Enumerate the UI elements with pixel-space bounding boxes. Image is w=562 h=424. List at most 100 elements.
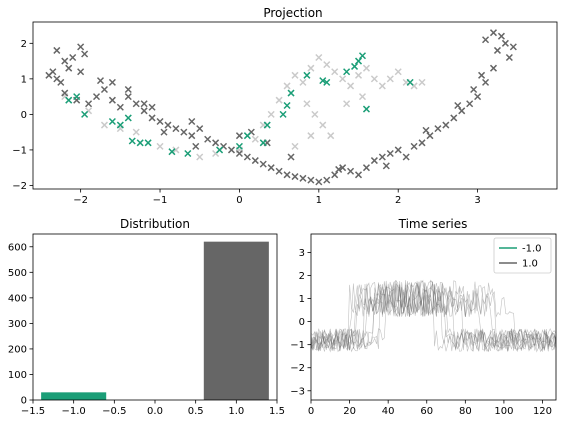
scatter-point — [323, 78, 331, 86]
scatter-point — [319, 121, 327, 129]
scatter-point — [394, 68, 402, 76]
scatter-point — [235, 132, 243, 140]
timeseries-lines — [310, 279, 557, 353]
scatter-point — [474, 93, 482, 101]
x-tick-label: 1.5 — [269, 406, 285, 417]
scatter-point — [362, 64, 370, 72]
projection-axes: −2 −1 0 1 2 3 −2 −1 0 1 2 — [12, 39, 481, 206]
scatter-point — [307, 64, 315, 72]
scatter-point — [291, 173, 299, 181]
scatter-point — [148, 114, 156, 122]
scatter-point — [140, 100, 148, 108]
scatter-point — [259, 139, 267, 147]
scatter-point — [287, 153, 295, 161]
scatter-point — [132, 100, 140, 108]
scatter-point — [136, 139, 144, 147]
distribution-bars — [41, 241, 269, 400]
scatter-point — [382, 162, 390, 170]
scatter-point — [466, 100, 474, 108]
x-tick-label: 0 — [308, 406, 314, 417]
scatter-point — [482, 78, 490, 86]
timeseries-panel: Time series 0 20 40 60 80 100 120 −3 −2 −1 0 1 2 3 -1… — [290, 217, 557, 417]
scatter-point — [505, 54, 513, 62]
scatter-point — [358, 93, 367, 101]
scatter-point — [116, 121, 124, 129]
scatter-point — [251, 157, 259, 165]
distribution-panel: Distribution −1.5 −1.0 −0.5 0.0 0.5 1.0 1.5 0 10… — [8, 217, 285, 417]
scatter-point — [85, 100, 93, 108]
legend-label: 1.0 — [522, 259, 538, 270]
scatter-point — [160, 128, 168, 136]
y-tick-label: 0 — [21, 396, 27, 407]
series-line — [310, 279, 557, 353]
y-tick-label: 200 — [8, 344, 27, 355]
series-line — [310, 281, 557, 352]
scatter-point — [358, 52, 367, 60]
scatter-point — [347, 167, 355, 175]
scatter-point — [96, 77, 105, 85]
scatter-point — [335, 165, 343, 173]
scatter-point — [327, 132, 335, 140]
projection-frame — [32, 21, 558, 190]
distribution-title: Distribution — [120, 217, 190, 231]
scatter-point — [406, 78, 414, 86]
series-line — [310, 280, 557, 353]
scatter-point — [362, 164, 370, 172]
y-tick-label: 2 — [299, 271, 305, 282]
x-tick-label: 2 — [395, 195, 401, 206]
scatter-point — [279, 110, 287, 118]
series-line — [310, 281, 557, 352]
scatter-point — [354, 171, 363, 179]
scatter-point — [323, 176, 331, 184]
series-line — [310, 279, 557, 353]
projection-panel: Projection −2 −1 0 1 2 3 −2 −1 0 1 2 — [12, 6, 558, 206]
bar — [203, 241, 269, 400]
scatter-point — [263, 121, 271, 129]
timeseries-frame — [310, 233, 557, 401]
scatter-point — [92, 93, 101, 101]
y-tick-label: 3 — [299, 248, 305, 259]
y-tick-label: −1 — [12, 145, 27, 156]
scatter-point — [307, 176, 315, 184]
scatter-point — [331, 68, 339, 76]
scatter-point — [386, 75, 394, 83]
scatter-point — [184, 149, 192, 157]
scatter-point — [65, 64, 73, 72]
scatter-point — [303, 100, 311, 108]
scatter-point — [148, 103, 156, 111]
legend-label: -1.0 — [522, 244, 542, 255]
scatter-point — [53, 46, 61, 54]
scatter-point — [100, 121, 108, 129]
scatter-point — [53, 75, 61, 83]
scatter-point — [144, 139, 152, 147]
y-tick-label: −2 — [12, 181, 27, 192]
scatter-point — [315, 178, 323, 186]
projection-points — [45, 29, 517, 186]
scatter-point — [243, 132, 251, 140]
series-line — [310, 280, 557, 353]
timeseries-title: Time series — [398, 217, 468, 231]
scatter-point — [227, 146, 236, 154]
scatter-point — [61, 89, 69, 97]
scatter-point — [354, 71, 363, 79]
scatter-point — [370, 157, 378, 165]
scatter-point — [343, 100, 351, 108]
scatter-point — [188, 117, 196, 126]
scatter-point — [299, 174, 307, 182]
scatter-point — [172, 125, 180, 133]
scatter-point — [132, 128, 140, 136]
x-tick-label: 80 — [459, 406, 472, 417]
x-tick-label: 1 — [316, 195, 322, 206]
scatter-point — [509, 43, 517, 51]
scatter-point — [73, 93, 81, 101]
legend-box — [493, 237, 552, 274]
scatter-point — [442, 121, 450, 129]
x-tick-label: 120 — [533, 406, 552, 417]
scatter-point — [283, 82, 291, 90]
scatter-point — [343, 68, 351, 76]
scatter-point — [351, 62, 359, 70]
distribution-axes: −1.5 −1.0 −0.5 0.0 0.5 1.0 1.5 0 100 200 300 400 500… — [8, 242, 285, 417]
scatter-point — [77, 43, 85, 51]
scatter-point — [331, 171, 339, 179]
